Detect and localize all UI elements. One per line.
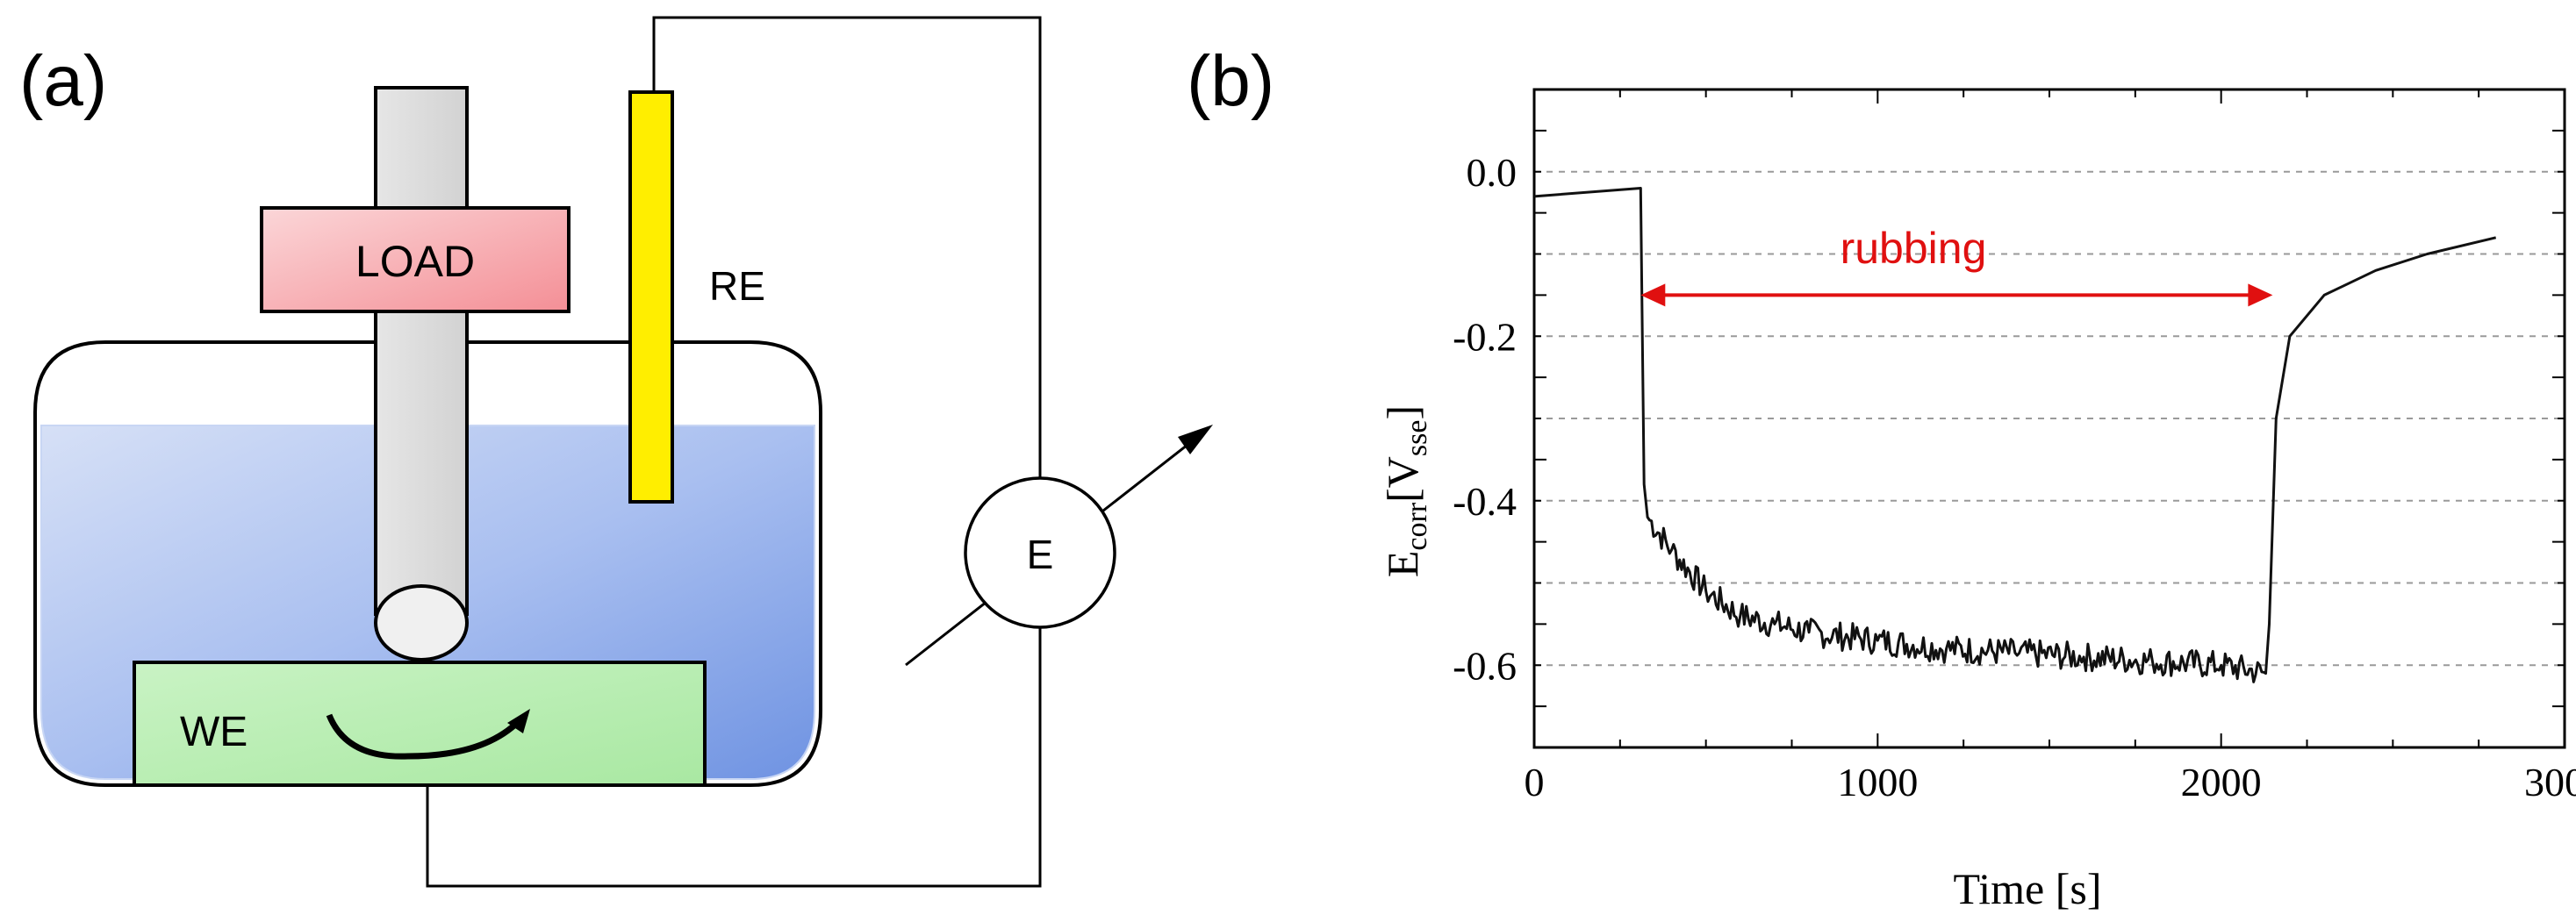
ecorr-series-line: [1533, 187, 2497, 683]
circuit-wire: [426, 16, 1042, 888]
voltmeter-label: E: [1027, 532, 1054, 577]
working-electrode: [133, 661, 707, 787]
y-tick-label: -0.2: [1453, 314, 1517, 359]
reference-electrode: [628, 90, 674, 504]
we-label: WE: [180, 709, 248, 755]
y-tick-label: 0.0: [1467, 150, 1518, 195]
rubbing-arrowhead-left: [1640, 283, 1666, 307]
x-axis-label: Time [s]: [1953, 864, 2101, 913]
load-label: LOAD: [355, 237, 475, 286]
rotation-arrowhead: [507, 709, 530, 733]
rod-ball: [374, 584, 469, 661]
x-tick-label: 1000: [1837, 760, 1918, 804]
panel-a-label: (a): [19, 41, 107, 121]
counter-rod: [374, 86, 469, 616]
panel-a: (a) WE LOAD RE E: [19, 16, 1213, 888]
y-axis-label: Ecorr[Vsse]: [1378, 405, 1433, 577]
panel-b-label: (b): [1187, 41, 1274, 121]
meter-arrowhead: [1178, 425, 1213, 454]
y-tick-label: -0.4: [1453, 479, 1517, 524]
load-block: [260, 206, 570, 313]
rubbing-annotation-label: rubbing: [1841, 224, 1987, 273]
voltmeter: [964, 476, 1116, 629]
y-tick-label: -0.6: [1453, 643, 1517, 688]
rubbing-arrowhead-right: [2248, 283, 2273, 307]
x-tick-label: 0: [1525, 760, 1545, 804]
x-tick-label: 2000: [2181, 760, 2262, 804]
rotation-arrow: [326, 713, 525, 760]
re-label: RE: [709, 263, 765, 309]
